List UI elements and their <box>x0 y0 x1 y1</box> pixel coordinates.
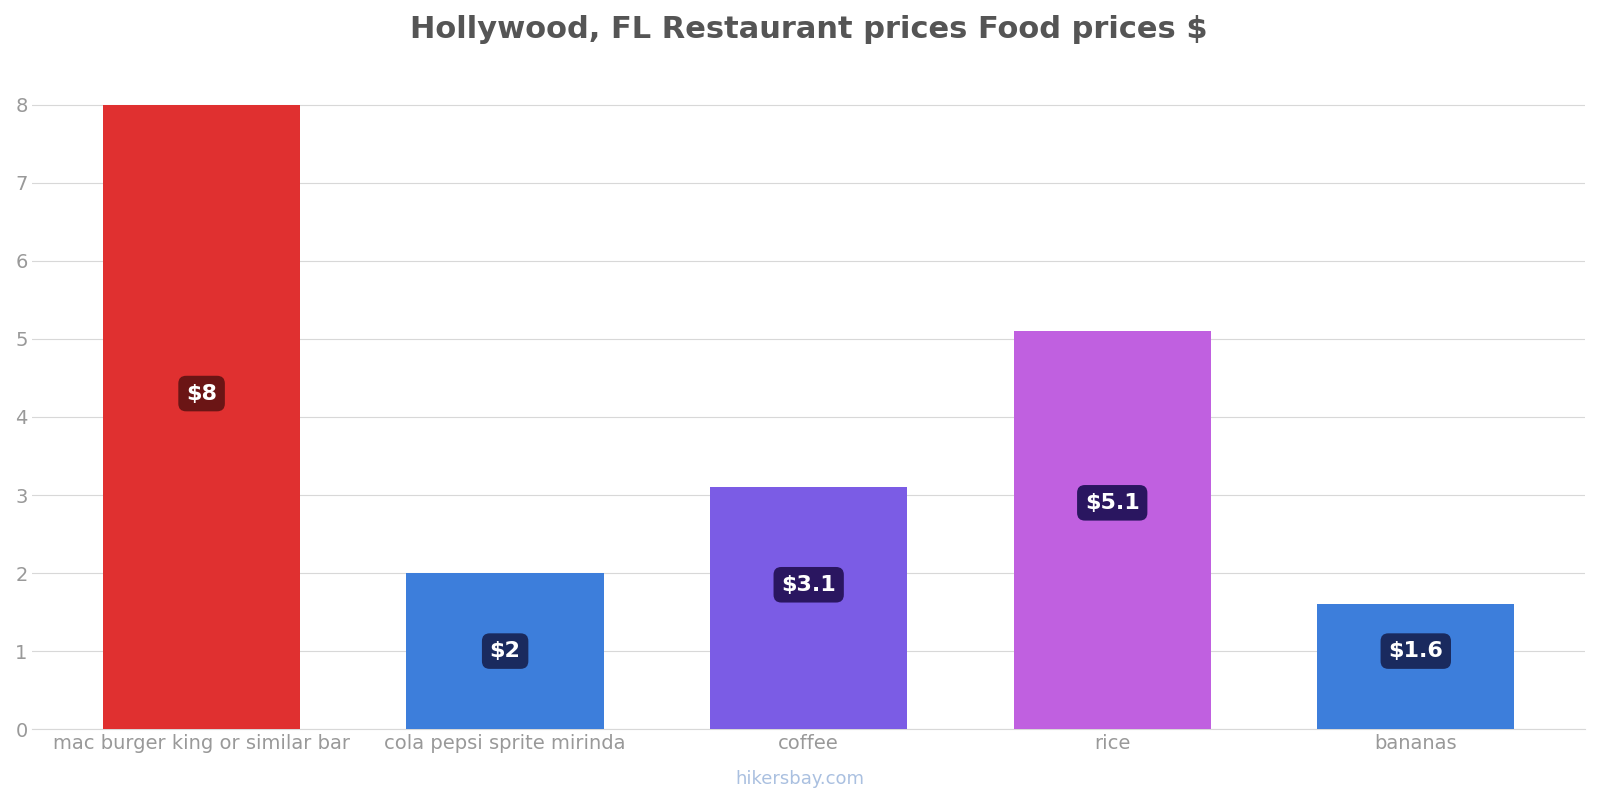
Bar <box>406 573 603 729</box>
Text: $8: $8 <box>186 383 218 403</box>
Bar <box>710 487 907 729</box>
Title: Hollywood, FL Restaurant prices Food prices $: Hollywood, FL Restaurant prices Food pri… <box>410 15 1208 44</box>
Text: $2: $2 <box>490 641 520 661</box>
Bar <box>102 105 301 729</box>
Text: hikersbay.com: hikersbay.com <box>736 770 864 788</box>
Text: $1.6: $1.6 <box>1389 641 1443 661</box>
Bar <box>1317 604 1515 729</box>
Text: $3.1: $3.1 <box>781 574 837 594</box>
Text: $5.1: $5.1 <box>1085 493 1139 513</box>
Bar <box>1013 331 1211 729</box>
